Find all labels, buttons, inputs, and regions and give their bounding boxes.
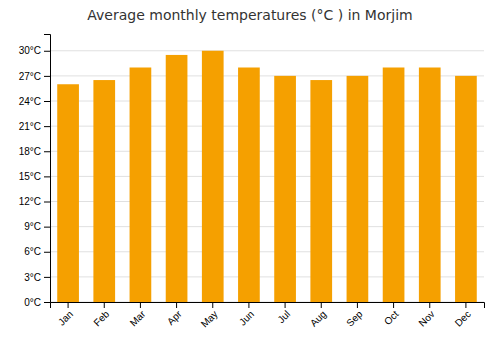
- tick-mark: [140, 302, 141, 308]
- tick-label: 21°C: [19, 121, 41, 132]
- tick-mark: [321, 302, 322, 308]
- bar: [274, 76, 296, 302]
- tick-label: Sep: [344, 308, 365, 329]
- tick-label: Jul: [275, 308, 292, 325]
- tick-mark: [176, 302, 177, 308]
- tick-mark: [357, 302, 358, 308]
- tick-label: 12°C: [19, 196, 41, 207]
- tick-mark: [285, 302, 286, 308]
- tick-mark: [44, 76, 50, 77]
- tick-label: 18°C: [19, 146, 41, 157]
- bar: [202, 51, 224, 302]
- tick-label: Oct: [382, 308, 401, 327]
- tick-label: Dec: [453, 308, 473, 328]
- x-tick: Jul: [275, 302, 292, 325]
- tick-label: Apr: [165, 308, 184, 327]
- bar: [93, 80, 115, 302]
- tick-mark: [44, 126, 50, 127]
- tick-mark: [44, 101, 50, 102]
- y-tick: 24°C: [19, 96, 50, 107]
- bar: [455, 76, 477, 302]
- bar: [166, 55, 188, 302]
- axis-line: [51, 303, 485, 309]
- x-tick: Dec: [453, 302, 473, 329]
- tick-label: Nov: [416, 308, 436, 328]
- x-axis: Jan Feb Mar Apr May Jun Jul Aug Sep Oct Nov Dec: [51, 302, 485, 330]
- bar: [238, 68, 260, 303]
- tick-label: 9°C: [24, 221, 41, 232]
- grid: [50, 51, 484, 302]
- y-tick: 27°C: [19, 71, 50, 82]
- tick-mark: [44, 202, 50, 203]
- tick-label: Feb: [91, 308, 111, 328]
- y-tick: 18°C: [19, 146, 50, 157]
- title: Average monthly temperatures (°C ) in Mo…: [87, 7, 412, 23]
- y-tick: 6°C: [24, 246, 50, 257]
- y-tick: 3°C: [24, 272, 50, 283]
- tick-mark: [44, 151, 50, 152]
- tick-mark: [44, 302, 50, 303]
- tick-label: 15°C: [19, 171, 41, 182]
- y-tick: 21°C: [19, 121, 50, 132]
- y-tick: 30°C: [19, 45, 50, 56]
- x-tick: Oct: [382, 302, 401, 327]
- tick-mark: [44, 252, 50, 253]
- x-tick: Nov: [416, 302, 436, 329]
- tick-label: 27°C: [19, 71, 41, 82]
- y-tick: 12°C: [19, 196, 50, 207]
- tick-mark: [212, 302, 213, 308]
- tick-label: 3°C: [24, 272, 41, 283]
- bar: [383, 68, 405, 303]
- tick-label: 30°C: [19, 45, 41, 56]
- tick-label: 6°C: [24, 246, 41, 257]
- tick-mark: [68, 302, 69, 308]
- tick-mark: [429, 302, 430, 308]
- x-tick: Sep: [344, 302, 365, 329]
- bar: [310, 80, 332, 302]
- y-tick: 9°C: [24, 221, 50, 232]
- x-tick: May: [199, 302, 220, 330]
- bar: [130, 68, 152, 303]
- x-tick: Mar: [128, 302, 148, 328]
- x-tick: Jun: [237, 302, 256, 328]
- tick-mark: [44, 51, 50, 52]
- tick-label: 0°C: [24, 297, 41, 308]
- x-tick: Aug: [308, 302, 328, 329]
- y-tick: 0°C: [24, 297, 50, 308]
- bar: [419, 68, 441, 303]
- y-axis: 0°C 3°C 6°C 9°C 12°C 15°C 18°C 21°C 24°C 27°C 30°C: [19, 35, 51, 308]
- tick-label: Jan: [56, 308, 75, 327]
- x-tick: Jan: [56, 302, 75, 328]
- tick-mark: [44, 227, 50, 228]
- tick-label: Aug: [308, 308, 328, 328]
- tick-label: Mar: [128, 308, 148, 328]
- x-tick: Feb: [91, 302, 111, 328]
- tick-mark: [104, 302, 105, 308]
- bar: [347, 76, 369, 302]
- tick-label: Jun: [237, 308, 256, 327]
- tick-label: 24°C: [19, 96, 41, 107]
- plot: 0°C 3°C 6°C 9°C 12°C 15°C 18°C 21°C 24°C 27°C 30°C…: [19, 35, 485, 330]
- tick-mark: [393, 302, 394, 308]
- bars: [57, 51, 477, 302]
- tick-mark: [465, 302, 466, 308]
- tick-mark: [44, 176, 50, 177]
- bar: [57, 84, 79, 302]
- tick-label: May: [199, 308, 220, 329]
- x-tick: Apr: [165, 302, 184, 327]
- y-tick: 15°C: [19, 171, 50, 182]
- tick-mark: [248, 302, 249, 308]
- chart: 0°C 3°C 6°C 9°C 12°C 15°C 18°C 21°C 24°C 27°C 30°C…: [0, 0, 500, 350]
- axis-line: [44, 35, 51, 303]
- tick-mark: [44, 277, 50, 278]
- grid-line: [50, 50, 484, 51]
